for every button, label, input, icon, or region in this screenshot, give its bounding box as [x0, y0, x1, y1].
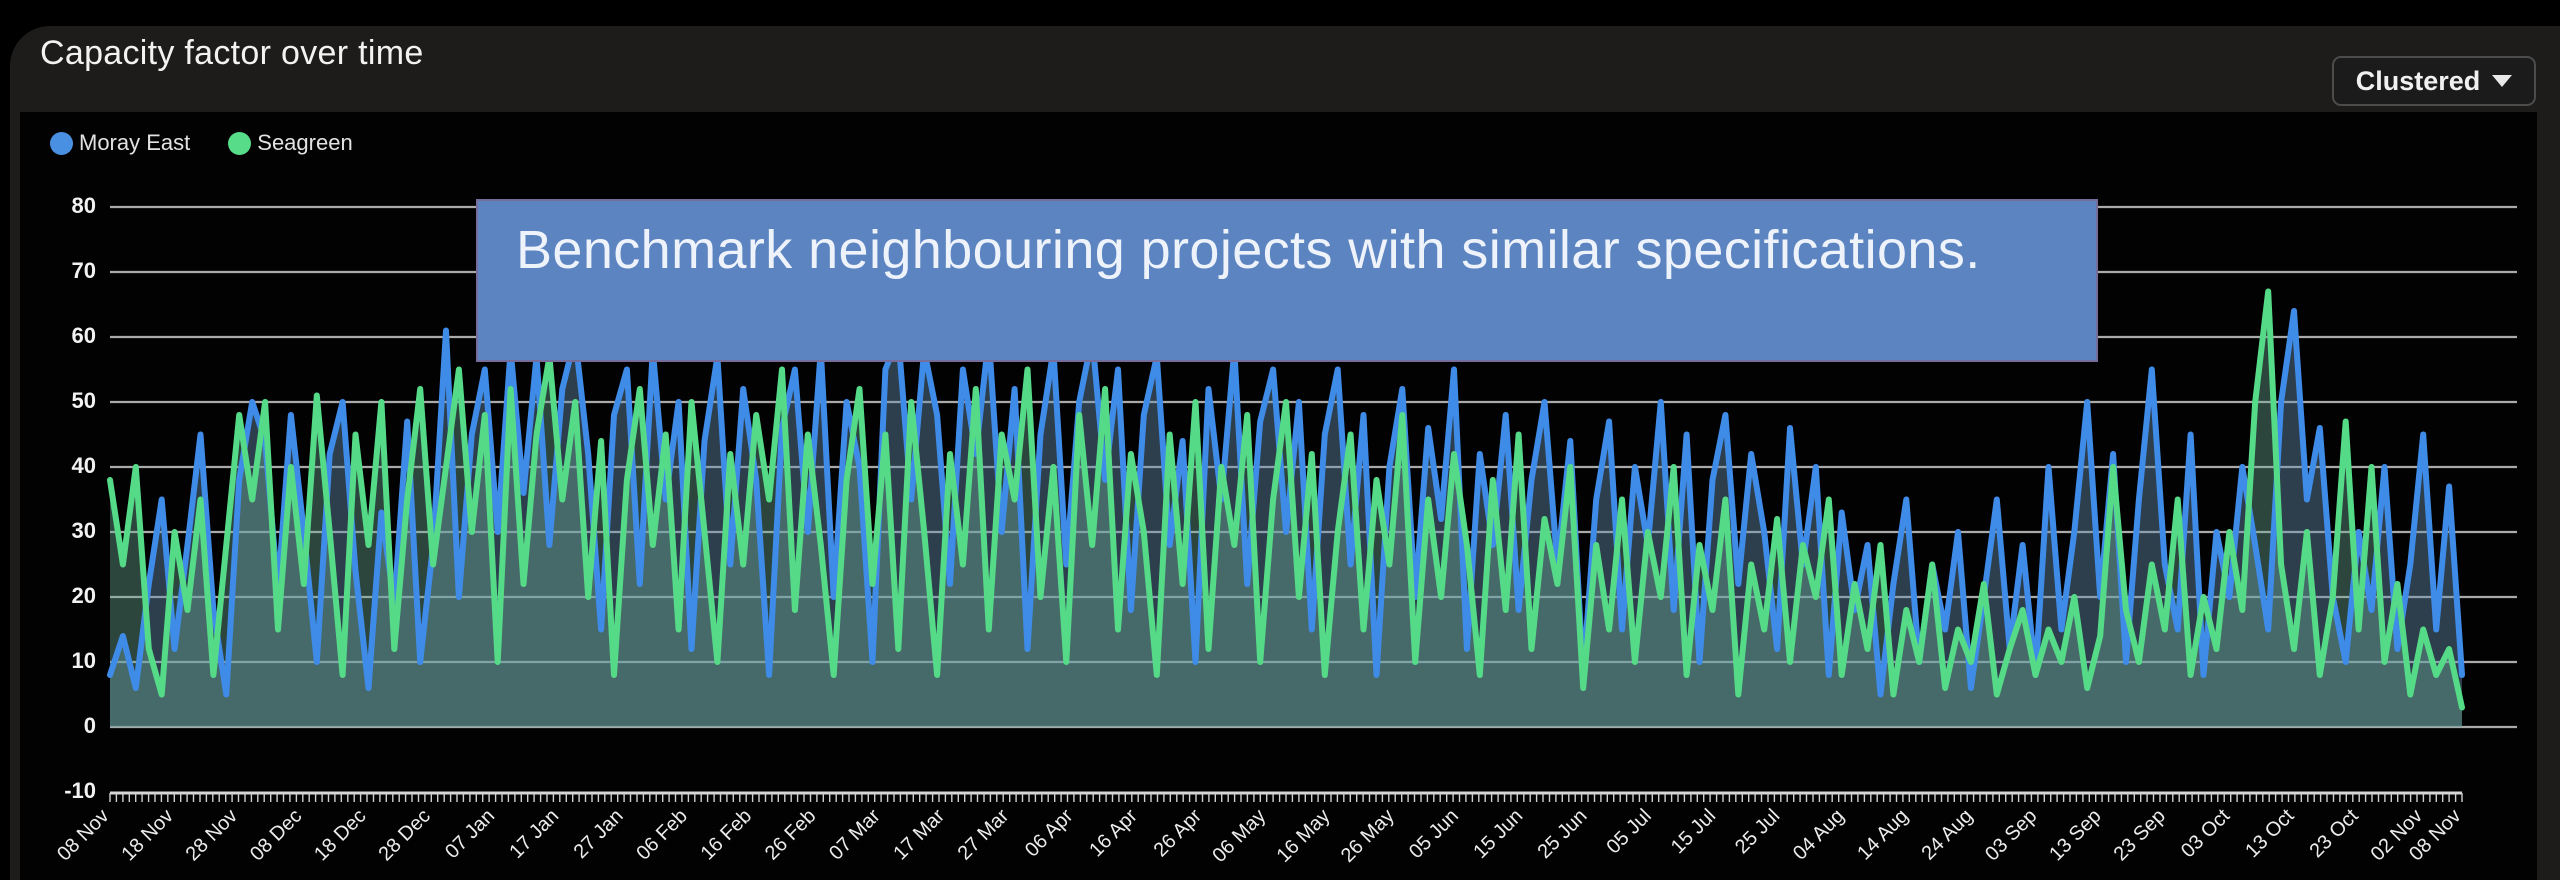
svg-text:16 May: 16 May: [1273, 805, 1335, 867]
svg-text:04 Aug: 04 Aug: [1789, 805, 1849, 865]
svg-text:26 Apr: 26 Apr: [1150, 805, 1207, 862]
svg-text:16 Apr: 16 Apr: [1085, 805, 1142, 862]
svg-text:0: 0: [84, 713, 96, 738]
caret-down-icon: [2492, 75, 2513, 87]
annotation-banner: Benchmark neighbouring projects with sim…: [476, 199, 2098, 362]
svg-text:08 Dec: 08 Dec: [246, 805, 306, 865]
svg-text:07 Jan: 07 Jan: [441, 805, 499, 863]
svg-text:18 Dec: 18 Dec: [310, 805, 370, 865]
page-title: Capacity factor over time: [40, 34, 424, 72]
svg-text:23 Oct: 23 Oct: [2306, 805, 2364, 863]
svg-text:26 May: 26 May: [1337, 805, 1399, 867]
svg-text:06 May: 06 May: [1208, 805, 1270, 867]
svg-text:03 Oct: 03 Oct: [2177, 805, 2235, 863]
seagreen-color-dot: [228, 131, 252, 155]
svg-text:16 Feb: 16 Feb: [697, 805, 757, 865]
view-mode-label: Clustered: [2355, 65, 2481, 96]
svg-text:03 Sep: 03 Sep: [1981, 805, 2041, 865]
svg-text:25 Jul: 25 Jul: [1731, 805, 1784, 858]
svg-text:-10: -10: [64, 778, 96, 803]
chart-legend: Moray East Seagreen: [50, 130, 353, 156]
svg-text:25 Jun: 25 Jun: [1534, 805, 1592, 863]
svg-text:13 Sep: 13 Sep: [2045, 805, 2105, 865]
svg-text:06 Apr: 06 Apr: [1021, 805, 1078, 862]
view-mode-dropdown[interactable]: Clustered: [2332, 56, 2536, 106]
svg-text:05 Jul: 05 Jul: [1603, 805, 1656, 858]
svg-text:28 Dec: 28 Dec: [374, 805, 434, 865]
legend-item-moray-east[interactable]: Moray East: [50, 130, 190, 156]
svg-text:05 Jun: 05 Jun: [1405, 805, 1463, 863]
svg-text:27 Jan: 27 Jan: [570, 805, 628, 863]
svg-text:24 Aug: 24 Aug: [1918, 805, 1978, 865]
svg-text:14 Aug: 14 Aug: [1853, 805, 1913, 865]
svg-text:08 Nov: 08 Nov: [53, 805, 113, 865]
svg-text:17 Mar: 17 Mar: [889, 805, 949, 865]
svg-text:15 Jul: 15 Jul: [1667, 805, 1720, 858]
svg-text:28 Nov: 28 Nov: [182, 805, 242, 865]
legend-label: Moray East: [79, 130, 191, 155]
svg-text:26 Feb: 26 Feb: [761, 805, 821, 865]
svg-text:10: 10: [72, 648, 96, 673]
svg-text:70: 70: [72, 258, 96, 283]
svg-text:80: 80: [72, 193, 96, 218]
svg-text:18 Nov: 18 Nov: [117, 805, 177, 865]
svg-text:07 Mar: 07 Mar: [825, 805, 885, 865]
annotation-banner-text: Benchmark neighbouring projects with sim…: [516, 220, 1981, 280]
svg-text:23 Sep: 23 Sep: [2110, 805, 2170, 865]
svg-text:15 Jun: 15 Jun: [1469, 805, 1527, 863]
svg-text:17 Jan: 17 Jan: [505, 805, 563, 863]
svg-text:06 Feb: 06 Feb: [632, 805, 692, 865]
svg-text:60: 60: [72, 323, 96, 348]
svg-text:50: 50: [72, 388, 96, 413]
svg-text:27 Mar: 27 Mar: [954, 805, 1014, 865]
svg-text:30: 30: [72, 518, 96, 543]
legend-item-seagreen[interactable]: Seagreen: [228, 130, 353, 156]
svg-text:13 Oct: 13 Oct: [2241, 805, 2299, 863]
moray-east-color-dot: [50, 131, 73, 155]
svg-text:20: 20: [72, 583, 96, 608]
svg-text:40: 40: [72, 453, 96, 478]
legend-label: Seagreen: [257, 130, 353, 155]
